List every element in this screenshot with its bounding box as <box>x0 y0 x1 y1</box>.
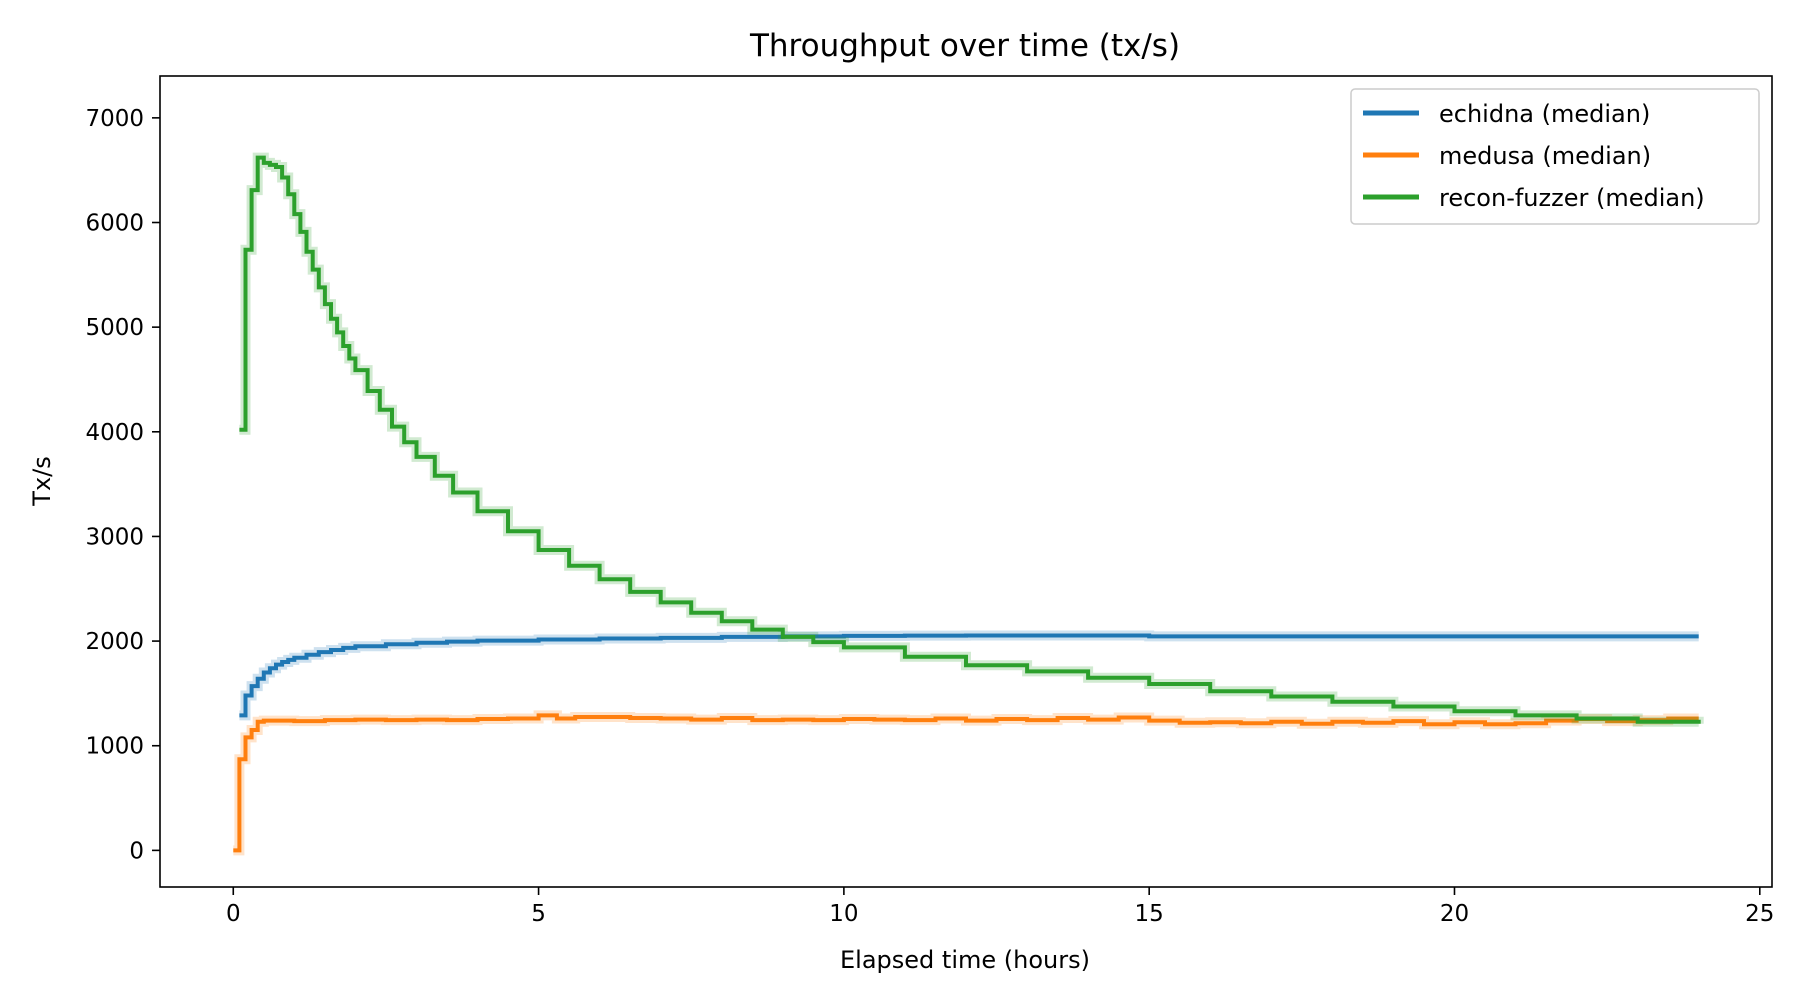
x-tick-label: 5 <box>531 901 546 927</box>
x-tick-label: 10 <box>829 901 858 927</box>
series-medusa <box>233 710 1699 856</box>
y-tick-label: 2000 <box>85 629 144 655</box>
y-axis-label: Tx/s <box>28 456 56 506</box>
series-line-echidna <box>239 633 1699 718</box>
series-recon-fuzzer <box>239 152 1704 727</box>
y-tick-label: 6000 <box>85 211 144 237</box>
legend-item-echidna: echidna (median) <box>1363 100 1650 128</box>
y-tick-label: 5000 <box>85 315 144 341</box>
x-tick-label: 25 <box>1745 901 1774 927</box>
axes-layer: 0 5 10 15 20 25 0 1000 2000 3000 4000 5000 6000 7000 <box>85 75 1774 927</box>
y-tick-label: 0 <box>129 838 144 864</box>
legend-box <box>1350 88 1760 225</box>
x-axis-label: Elapsed time (hours) <box>840 946 1090 974</box>
x-tick-label: 15 <box>1135 901 1164 927</box>
legend: echidna (median) medusa (median) recon-fuz… <box>1350 88 1760 225</box>
legend-item-recon-fuzzer: recon-fuzzer (median) <box>1363 184 1705 212</box>
x-tick-label: 0 <box>226 901 241 927</box>
legend-label: echidna (median) <box>1439 100 1650 128</box>
y-tick-label: 4000 <box>85 420 144 446</box>
series-line-recon-fuzzer <box>239 155 1701 724</box>
y-tick-label: 7000 <box>85 106 144 132</box>
y-tick-label: 1000 <box>85 734 144 760</box>
series-line-medusa <box>233 713 1699 853</box>
legend-label: recon-fuzzer (median) <box>1439 184 1705 212</box>
legend-label: medusa (median) <box>1439 142 1651 170</box>
series-echidna <box>239 630 1699 721</box>
chart-title: Throughput over time (tx/s) <box>749 28 1180 64</box>
series-layer <box>233 152 1704 856</box>
legend-item-medusa: medusa (median) <box>1363 142 1651 170</box>
y-tick-label: 3000 <box>85 524 144 550</box>
x-tick-label: 20 <box>1440 901 1469 927</box>
plot-frame <box>159 75 1773 888</box>
